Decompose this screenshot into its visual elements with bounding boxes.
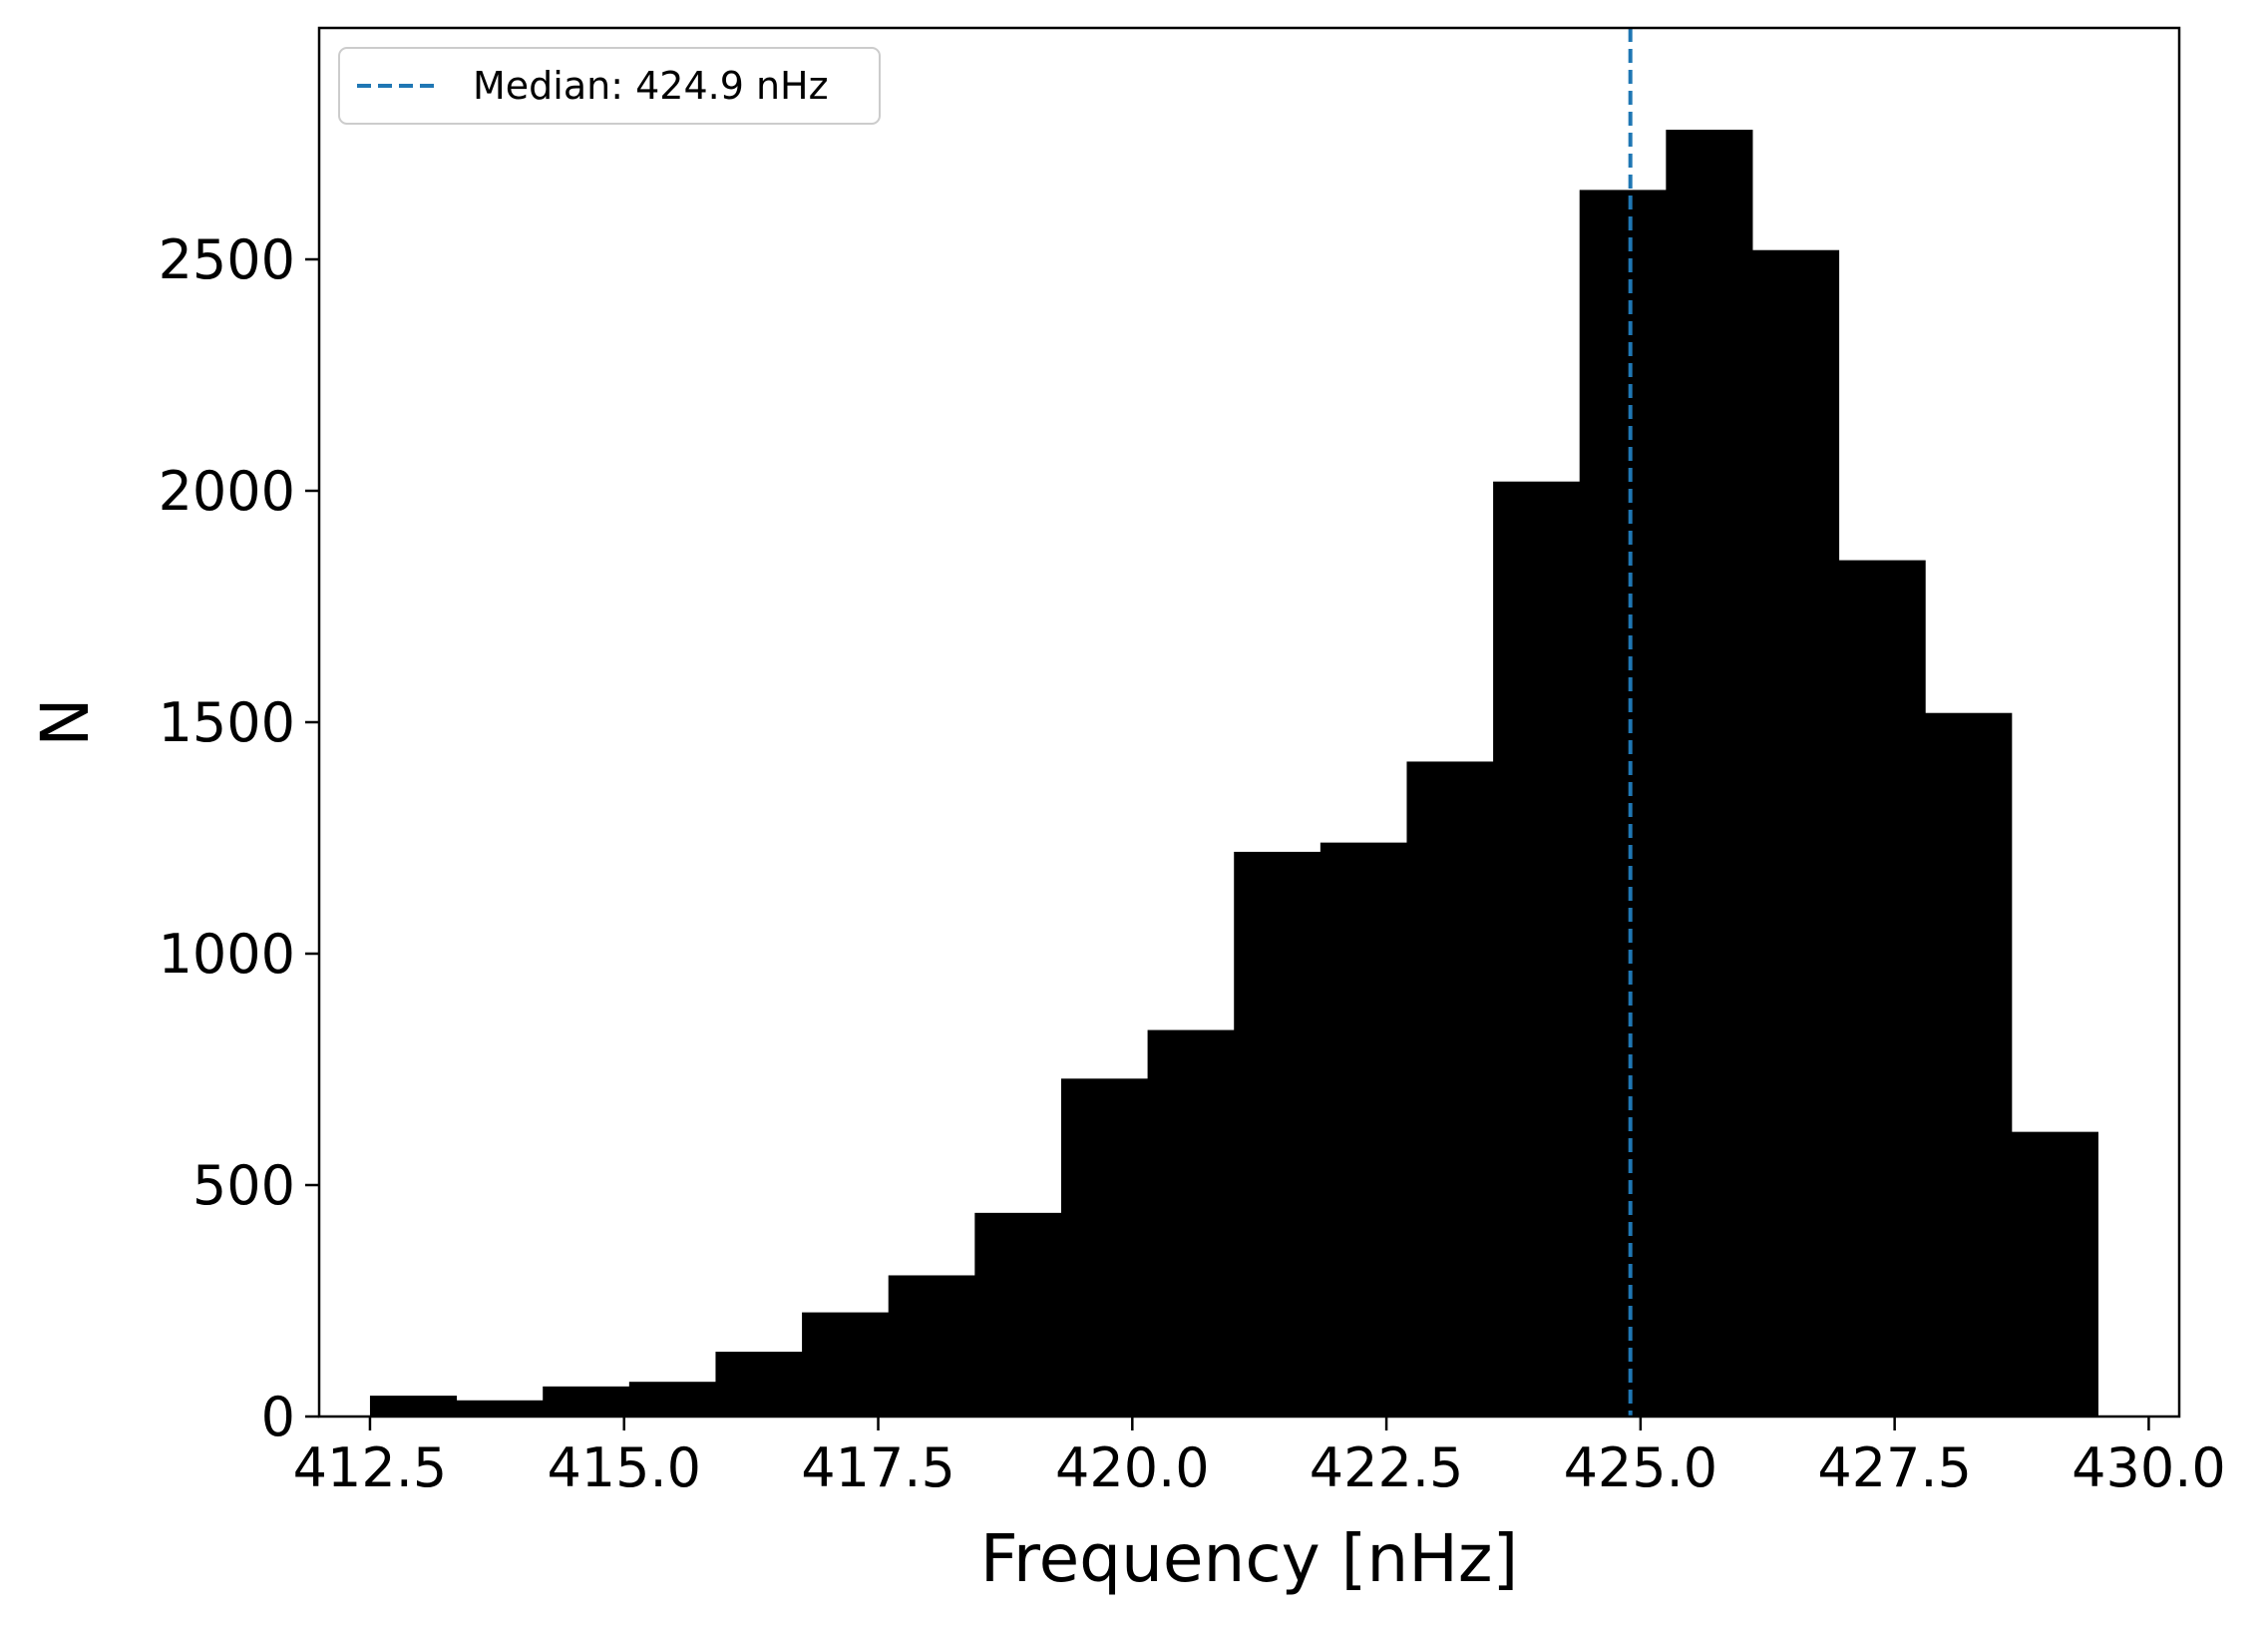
histogram-bar: [1579, 190, 1667, 1417]
histogram-bar: [369, 1396, 458, 1417]
x-tick-label: 412.5: [293, 1436, 448, 1499]
histogram-bar: [715, 1352, 803, 1417]
histogram-bar: [1838, 560, 1926, 1417]
y-tick-label: 1000: [159, 923, 295, 986]
y-tick-label: 2000: [159, 460, 295, 523]
histogram-bar: [1666, 130, 1753, 1418]
histogram-bar: [1493, 481, 1581, 1418]
y-axis-label: N: [27, 697, 104, 746]
x-tick-label: 427.5: [1817, 1436, 1972, 1499]
histogram-bar: [1925, 712, 2013, 1417]
histogram-bar: [974, 1212, 1062, 1417]
y-tick-label: 500: [192, 1154, 295, 1217]
x-tick-label: 417.5: [801, 1436, 955, 1499]
bars-group: [369, 130, 2098, 1418]
x-axis-ticks: 412.5 415.0 417.5 420.0 422.5 425.0 427.5 430.0: [293, 1417, 2226, 1499]
legend: Median: 424.9 nHz: [338, 47, 881, 125]
histogram-bar: [2011, 1131, 2098, 1417]
legend-box: [338, 47, 881, 125]
y-axis-ticks: 0 500 1000 1500 2000 2500: [159, 228, 319, 1448]
y-tick-label: 0: [261, 1386, 295, 1448]
histogram-bar: [1234, 851, 1322, 1417]
histogram-bar: [888, 1275, 975, 1417]
histogram-bar: [628, 1382, 716, 1417]
histogram-bar: [1406, 761, 1494, 1417]
histogram-bar: [1320, 842, 1407, 1417]
histogram-bar: [1147, 1029, 1235, 1417]
x-axis-label: Frequency [nHz]: [980, 1520, 1519, 1597]
histogram-bar: [543, 1386, 630, 1417]
histogram-bar: [1751, 249, 1840, 1418]
x-tick-label: 415.0: [547, 1436, 701, 1499]
x-tick-label: 425.0: [1564, 1436, 1718, 1499]
x-tick-label: 430.0: [2072, 1436, 2226, 1499]
y-tick-label: 2500: [159, 228, 295, 291]
x-tick-label: 420.0: [1055, 1436, 1210, 1499]
legend-median-label: Median: 424.9 nHz: [473, 64, 829, 108]
y-tick-label: 1500: [159, 691, 295, 754]
histogram-bar: [1060, 1078, 1149, 1417]
histogram-bar: [456, 1400, 544, 1417]
histogram-bar: [802, 1312, 890, 1417]
x-tick-label: 422.5: [1310, 1436, 1464, 1499]
